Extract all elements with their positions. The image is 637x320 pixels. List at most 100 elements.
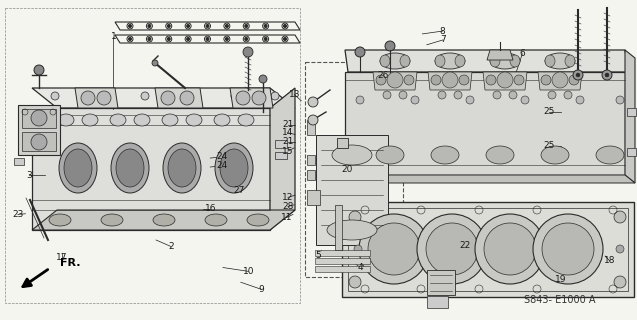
Circle shape xyxy=(161,91,175,105)
Text: 20: 20 xyxy=(341,165,353,174)
Text: 16: 16 xyxy=(204,204,216,213)
Circle shape xyxy=(225,37,229,41)
Ellipse shape xyxy=(332,145,372,165)
Bar xyxy=(275,152,287,159)
Ellipse shape xyxy=(205,214,227,226)
Circle shape xyxy=(245,37,248,41)
Circle shape xyxy=(573,70,583,80)
Bar xyxy=(14,158,24,165)
Circle shape xyxy=(283,37,287,41)
Text: 19: 19 xyxy=(555,275,566,284)
Circle shape xyxy=(148,25,151,28)
Ellipse shape xyxy=(58,114,74,126)
Circle shape xyxy=(605,73,609,77)
Ellipse shape xyxy=(327,220,377,240)
Text: 24: 24 xyxy=(216,152,227,161)
Circle shape xyxy=(354,245,362,253)
Circle shape xyxy=(31,110,47,126)
Text: 21: 21 xyxy=(282,120,294,129)
Circle shape xyxy=(96,92,104,100)
Circle shape xyxy=(148,37,151,41)
Ellipse shape xyxy=(110,114,126,126)
Circle shape xyxy=(387,72,403,88)
Polygon shape xyxy=(316,135,388,245)
Ellipse shape xyxy=(220,149,248,187)
Circle shape xyxy=(51,92,59,100)
Text: 17: 17 xyxy=(56,253,68,262)
Circle shape xyxy=(426,223,478,275)
Circle shape xyxy=(34,65,44,75)
Polygon shape xyxy=(483,72,527,90)
Circle shape xyxy=(359,214,429,284)
Polygon shape xyxy=(32,210,295,230)
Text: 6: 6 xyxy=(519,49,526,58)
Text: 21: 21 xyxy=(282,137,294,146)
Circle shape xyxy=(243,47,253,57)
Circle shape xyxy=(141,92,149,100)
Text: 23: 23 xyxy=(12,210,24,219)
Circle shape xyxy=(186,92,194,100)
Ellipse shape xyxy=(163,143,201,193)
Circle shape xyxy=(616,245,624,253)
Ellipse shape xyxy=(545,55,555,67)
Ellipse shape xyxy=(116,149,144,187)
Polygon shape xyxy=(538,72,582,90)
Circle shape xyxy=(509,91,517,99)
Circle shape xyxy=(542,223,594,275)
Ellipse shape xyxy=(111,143,149,193)
Circle shape xyxy=(206,37,209,41)
Ellipse shape xyxy=(431,146,459,164)
Ellipse shape xyxy=(134,114,150,126)
Circle shape xyxy=(206,25,209,28)
Circle shape xyxy=(187,37,190,41)
Circle shape xyxy=(356,96,364,104)
Circle shape xyxy=(252,91,266,105)
Polygon shape xyxy=(307,170,315,180)
Circle shape xyxy=(225,25,229,28)
Polygon shape xyxy=(32,88,295,108)
Text: 15: 15 xyxy=(282,147,294,156)
Polygon shape xyxy=(342,202,634,297)
Circle shape xyxy=(486,75,496,85)
Polygon shape xyxy=(627,108,636,116)
Polygon shape xyxy=(487,50,513,60)
Text: 25: 25 xyxy=(543,108,555,116)
Bar xyxy=(315,250,370,256)
Polygon shape xyxy=(627,148,636,156)
Text: 22: 22 xyxy=(459,241,471,250)
Circle shape xyxy=(168,37,170,41)
Circle shape xyxy=(417,214,487,284)
Ellipse shape xyxy=(435,53,465,69)
Ellipse shape xyxy=(455,55,465,67)
Polygon shape xyxy=(345,175,635,183)
Polygon shape xyxy=(307,190,320,205)
Circle shape xyxy=(411,96,419,104)
Circle shape xyxy=(564,91,572,99)
Text: S843- E1000 A: S843- E1000 A xyxy=(524,295,596,305)
Text: 11: 11 xyxy=(281,213,292,222)
Circle shape xyxy=(31,134,47,150)
Polygon shape xyxy=(155,88,203,108)
Circle shape xyxy=(187,25,190,28)
Circle shape xyxy=(236,91,250,105)
Circle shape xyxy=(152,60,158,66)
Bar xyxy=(275,140,287,148)
Ellipse shape xyxy=(153,214,175,226)
Polygon shape xyxy=(335,205,342,250)
Ellipse shape xyxy=(49,214,71,226)
Bar xyxy=(315,258,370,264)
Text: 4: 4 xyxy=(357,263,362,272)
Ellipse shape xyxy=(215,143,253,193)
Polygon shape xyxy=(75,88,118,108)
Ellipse shape xyxy=(490,55,500,67)
Ellipse shape xyxy=(162,114,178,126)
Ellipse shape xyxy=(435,55,445,67)
Ellipse shape xyxy=(238,114,254,126)
Ellipse shape xyxy=(101,214,123,226)
Circle shape xyxy=(231,92,239,100)
Circle shape xyxy=(548,91,556,99)
Circle shape xyxy=(576,96,584,104)
Text: 12: 12 xyxy=(282,193,294,202)
Circle shape xyxy=(308,115,318,125)
Circle shape xyxy=(349,276,361,288)
